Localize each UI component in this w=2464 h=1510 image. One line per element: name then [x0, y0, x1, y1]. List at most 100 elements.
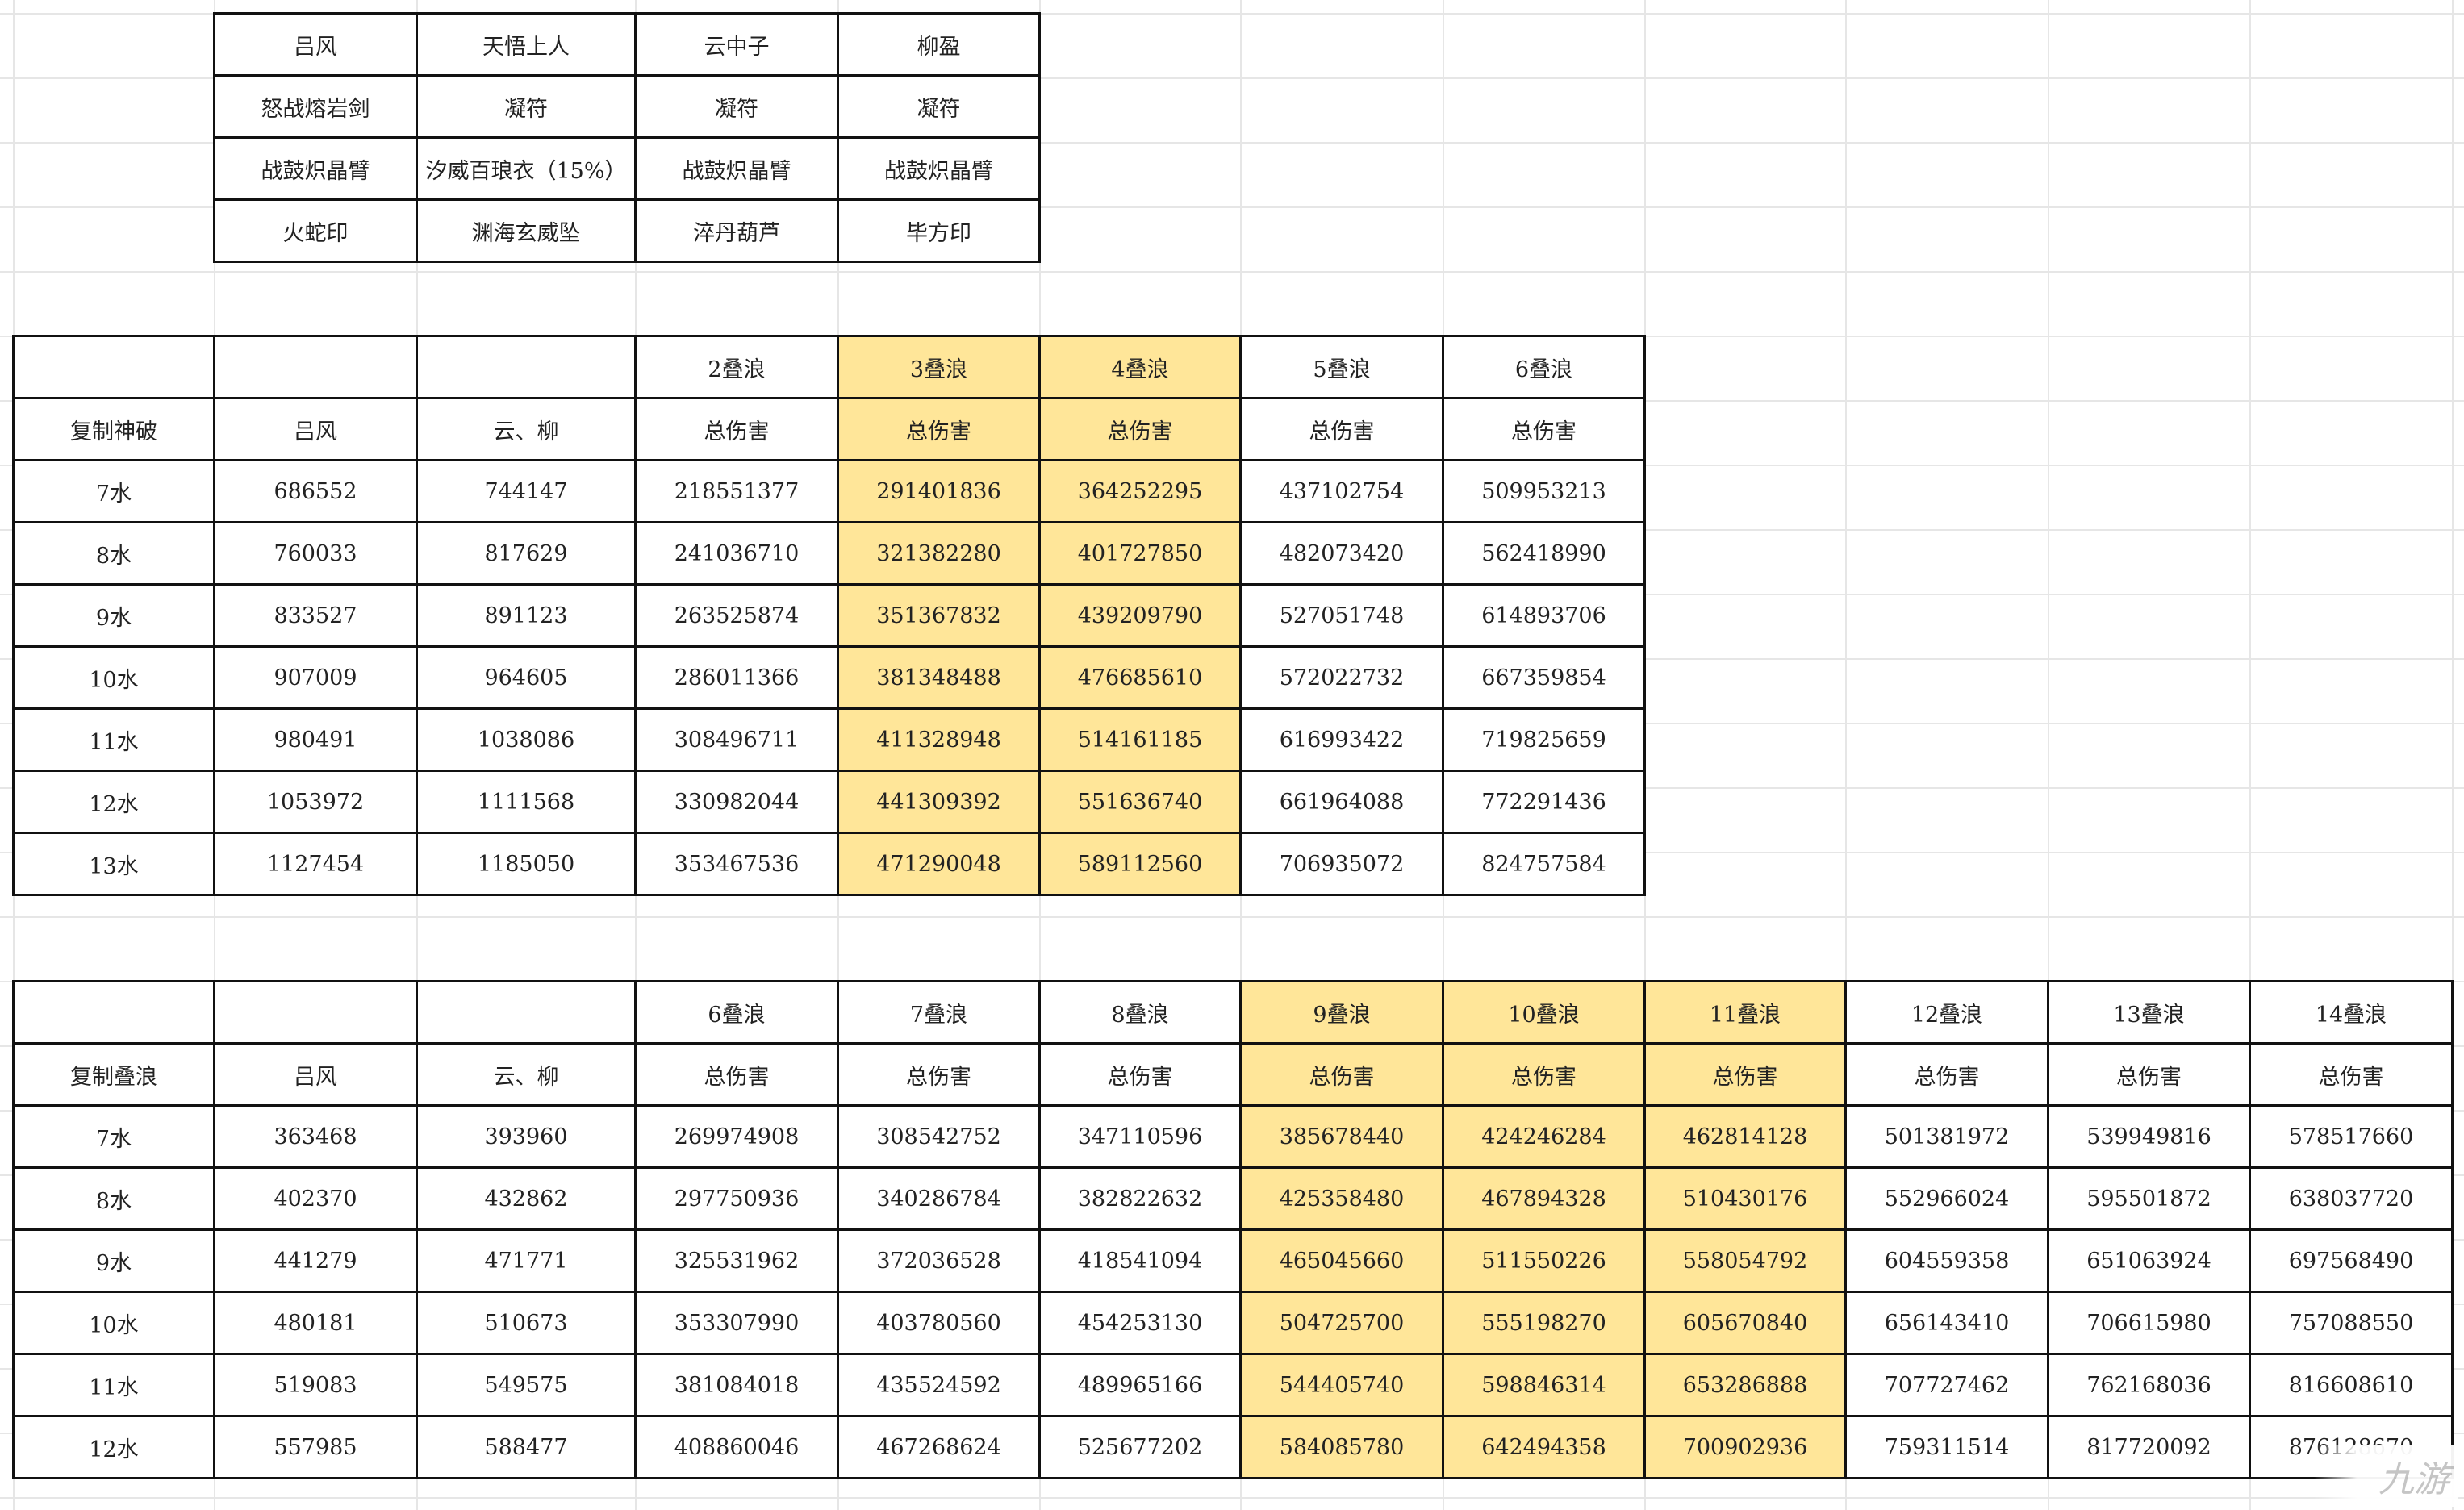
data-cell[interactable]: 10水 [12, 645, 215, 710]
data-cell[interactable]: 509953213 [1442, 459, 1646, 523]
data-cell[interactable]: 7水 [12, 459, 215, 523]
header-cell[interactable] [416, 335, 637, 399]
data-cell[interactable]: 12水 [12, 770, 215, 834]
equipment-cell[interactable]: 怒战熔岩剑 [213, 74, 418, 139]
data-cell[interactable]: 471771 [416, 1228, 637, 1293]
data-cell[interactable]: 439209790 [1038, 583, 1242, 648]
header-cell[interactable]: 总伤害 [837, 1042, 1041, 1107]
data-cell[interactable]: 653286888 [1643, 1353, 1847, 1417]
data-cell[interactable]: 353307990 [634, 1291, 839, 1355]
data-cell[interactable]: 9水 [12, 583, 215, 648]
data-cell[interactable]: 418541094 [1038, 1228, 1242, 1293]
data-cell[interactable]: 12水 [12, 1415, 215, 1479]
header-cell[interactable]: 复制叠浪 [12, 1042, 215, 1107]
data-cell[interactable]: 510430176 [1643, 1166, 1847, 1231]
data-cell[interactable]: 557985 [213, 1415, 418, 1479]
data-cell[interactable]: 424246284 [1442, 1104, 1646, 1169]
data-cell[interactable]: 269974908 [634, 1104, 839, 1169]
data-cell[interactable]: 519083 [213, 1353, 418, 1417]
equipment-cell[interactable]: 火蛇印 [213, 198, 418, 263]
data-cell[interactable]: 707727462 [1844, 1353, 2049, 1417]
header-cell[interactable]: 吕风 [213, 1042, 418, 1107]
data-cell[interactable]: 511550226 [1442, 1228, 1646, 1293]
equipment-cell[interactable]: 柳盈 [837, 12, 1041, 77]
data-cell[interactable]: 525677202 [1038, 1415, 1242, 1479]
data-cell[interactable]: 241036710 [634, 521, 839, 586]
data-cell[interactable]: 614893706 [1442, 583, 1646, 648]
data-cell[interactable]: 501381972 [1844, 1104, 2049, 1169]
data-cell[interactable]: 465045660 [1239, 1228, 1444, 1293]
header-cell[interactable]: 总伤害 [1038, 397, 1242, 461]
equipment-cell[interactable]: 战鼓炽晶臂 [837, 136, 1041, 201]
data-cell[interactable]: 308542752 [837, 1104, 1041, 1169]
header-cell[interactable] [12, 335, 215, 399]
data-cell[interactable]: 437102754 [1239, 459, 1444, 523]
data-cell[interactable]: 353467536 [634, 832, 839, 896]
data-cell[interactable]: 760033 [213, 521, 418, 586]
data-cell[interactable]: 480181 [213, 1291, 418, 1355]
data-cell[interactable]: 435524592 [837, 1353, 1041, 1417]
data-cell[interactable]: 686552 [213, 459, 418, 523]
header-cell[interactable]: 6叠浪 [634, 980, 839, 1045]
data-cell[interactable]: 1185050 [416, 832, 637, 896]
data-cell[interactable]: 605670840 [1643, 1291, 1847, 1355]
data-cell[interactable]: 598846314 [1442, 1353, 1646, 1417]
data-cell[interactable]: 824757584 [1442, 832, 1646, 896]
header-cell[interactable]: 4叠浪 [1038, 335, 1242, 399]
header-cell[interactable]: 总伤害 [837, 397, 1041, 461]
data-cell[interactable]: 697568490 [2249, 1228, 2454, 1293]
data-cell[interactable]: 510673 [416, 1291, 637, 1355]
header-cell[interactable]: 总伤害 [2249, 1042, 2454, 1107]
header-cell[interactable]: 12叠浪 [1844, 980, 2049, 1045]
data-cell[interactable]: 11水 [12, 1353, 215, 1417]
data-cell[interactable]: 706935072 [1239, 832, 1444, 896]
header-cell[interactable]: 总伤害 [1442, 1042, 1646, 1107]
equipment-cell[interactable]: 吕风 [213, 12, 418, 77]
header-cell[interactable]: 11叠浪 [1643, 980, 1847, 1045]
data-cell[interactable]: 286011366 [634, 645, 839, 710]
header-cell[interactable]: 总伤害 [2047, 1042, 2251, 1107]
header-cell[interactable]: 总伤害 [1442, 397, 1646, 461]
data-cell[interactable]: 10水 [12, 1291, 215, 1355]
header-cell[interactable]: 10叠浪 [1442, 980, 1646, 1045]
data-cell[interactable]: 347110596 [1038, 1104, 1242, 1169]
header-cell[interactable] [213, 980, 418, 1045]
header-cell[interactable]: 2叠浪 [634, 335, 839, 399]
data-cell[interactable]: 482073420 [1239, 521, 1444, 586]
header-cell[interactable]: 云、柳 [416, 1042, 637, 1107]
data-cell[interactable]: 381084018 [634, 1353, 839, 1417]
data-cell[interactable]: 401727850 [1038, 521, 1242, 586]
data-cell[interactable]: 759311514 [1844, 1415, 2049, 1479]
data-cell[interactable]: 642494358 [1442, 1415, 1646, 1479]
data-cell[interactable]: 817629 [416, 521, 637, 586]
data-cell[interactable]: 462814128 [1643, 1104, 1847, 1169]
header-cell[interactable]: 6叠浪 [1442, 335, 1646, 399]
data-cell[interactable]: 757088550 [2249, 1291, 2454, 1355]
header-cell[interactable]: 14叠浪 [2249, 980, 2454, 1045]
data-cell[interactable]: 588477 [416, 1415, 637, 1479]
header-cell[interactable]: 8叠浪 [1038, 980, 1242, 1045]
data-cell[interactable]: 555198270 [1442, 1291, 1646, 1355]
data-cell[interactable]: 539949816 [2047, 1104, 2251, 1169]
data-cell[interactable]: 638037720 [2249, 1166, 2454, 1231]
data-cell[interactable]: 584085780 [1239, 1415, 1444, 1479]
header-cell[interactable]: 云、柳 [416, 397, 637, 461]
equipment-cell[interactable]: 云中子 [634, 12, 839, 77]
data-cell[interactable]: 719825659 [1442, 707, 1646, 772]
data-cell[interactable]: 467268624 [837, 1415, 1041, 1479]
data-cell[interactable]: 291401836 [837, 459, 1041, 523]
data-cell[interactable]: 772291436 [1442, 770, 1646, 834]
data-cell[interactable]: 816608610 [2249, 1353, 2454, 1417]
data-cell[interactable]: 393960 [416, 1104, 637, 1169]
data-cell[interactable]: 572022732 [1239, 645, 1444, 710]
header-cell[interactable] [213, 335, 418, 399]
data-cell[interactable]: 527051748 [1239, 583, 1444, 648]
data-cell[interactable]: 381348488 [837, 645, 1041, 710]
data-cell[interactable]: 441309392 [837, 770, 1041, 834]
data-cell[interactable]: 432862 [416, 1166, 637, 1231]
equipment-cell[interactable]: 凝符 [634, 74, 839, 139]
header-cell[interactable]: 总伤害 [1239, 1042, 1444, 1107]
data-cell[interactable]: 549575 [416, 1353, 637, 1417]
data-cell[interactable]: 13水 [12, 832, 215, 896]
equipment-cell[interactable]: 凝符 [416, 74, 637, 139]
